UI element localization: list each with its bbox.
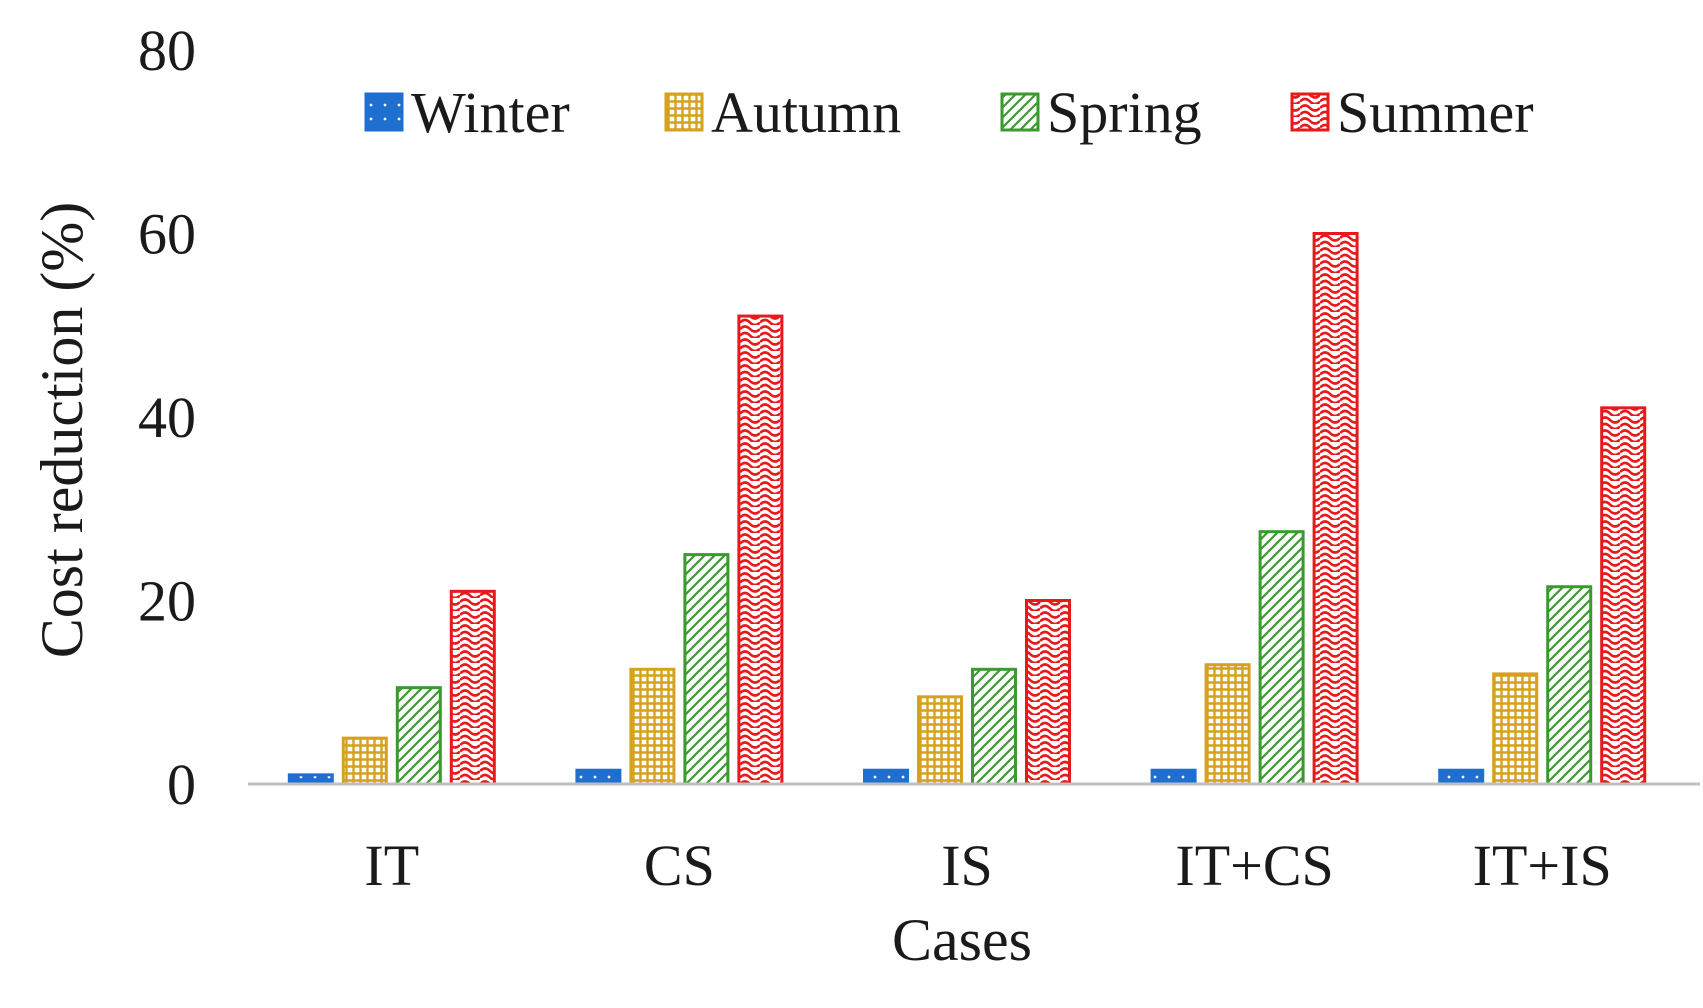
y-axis-ticks: 0 20 40 60 80 — [138, 18, 196, 817]
x-tick-label: CS — [644, 833, 715, 898]
bar-summer-it-cs — [1312, 232, 1359, 786]
bar-autumn-is — [917, 695, 963, 786]
bar-spring-it-cs — [1258, 530, 1305, 786]
legend-swatch — [1290, 92, 1330, 132]
y-axis-title: Cost reduction (%) — [29, 202, 95, 659]
legend-swatch — [664, 92, 704, 132]
legend-swatch — [1000, 92, 1040, 132]
y-tick-label: 20 — [138, 569, 196, 634]
bar-summer-it-is — [1600, 406, 1647, 786]
bar-spring-cs — [683, 553, 730, 786]
x-tick-label: IT — [364, 833, 419, 898]
bar-autumn-cs — [629, 667, 676, 786]
bar-summer-is — [1025, 599, 1071, 786]
x-axis-categories: IT CS IS IT+CS IT+IS — [364, 833, 1611, 898]
y-tick-label: 60 — [138, 202, 196, 267]
legend-label: Spring — [1047, 80, 1202, 145]
bar-winter-cs — [575, 768, 622, 786]
legend-swatch — [364, 92, 404, 132]
x-tick-label: IT+IS — [1473, 833, 1612, 898]
legend-item-spring: Spring — [1000, 80, 1202, 145]
bar-spring-is — [971, 667, 1017, 786]
legend-item-autumn: Autumn — [664, 80, 901, 145]
legend-label: Winter — [411, 80, 570, 145]
legend-label: Autumn — [711, 80, 901, 145]
bar-series — [287, 232, 1647, 786]
legend-item-winter: Winter — [364, 80, 570, 145]
y-tick-label: 80 — [138, 18, 196, 83]
bar-summer-it — [449, 589, 496, 786]
legend-item-summer: Summer — [1290, 80, 1534, 145]
legend: Winter Autumn Spring Summer — [364, 80, 1534, 145]
x-axis-title: Cases — [892, 907, 1032, 973]
bar-winter-is — [863, 768, 909, 786]
x-tick-label: IT+CS — [1175, 833, 1333, 898]
bar-winter-it-is — [1438, 768, 1485, 786]
y-tick-label: 40 — [138, 385, 196, 450]
bar-autumn-it-is — [1492, 672, 1539, 786]
bar-autumn-it-cs — [1204, 663, 1251, 786]
bar-summer-cs — [737, 314, 784, 786]
x-tick-label: IS — [941, 833, 993, 898]
y-tick-label: 0 — [167, 752, 196, 817]
bar-spring-it — [395, 686, 442, 786]
bar-autumn-it — [341, 736, 388, 786]
bar-winter-it-cs — [1150, 768, 1197, 786]
bar-spring-it-is — [1546, 585, 1593, 786]
legend-label: Summer — [1337, 80, 1534, 145]
